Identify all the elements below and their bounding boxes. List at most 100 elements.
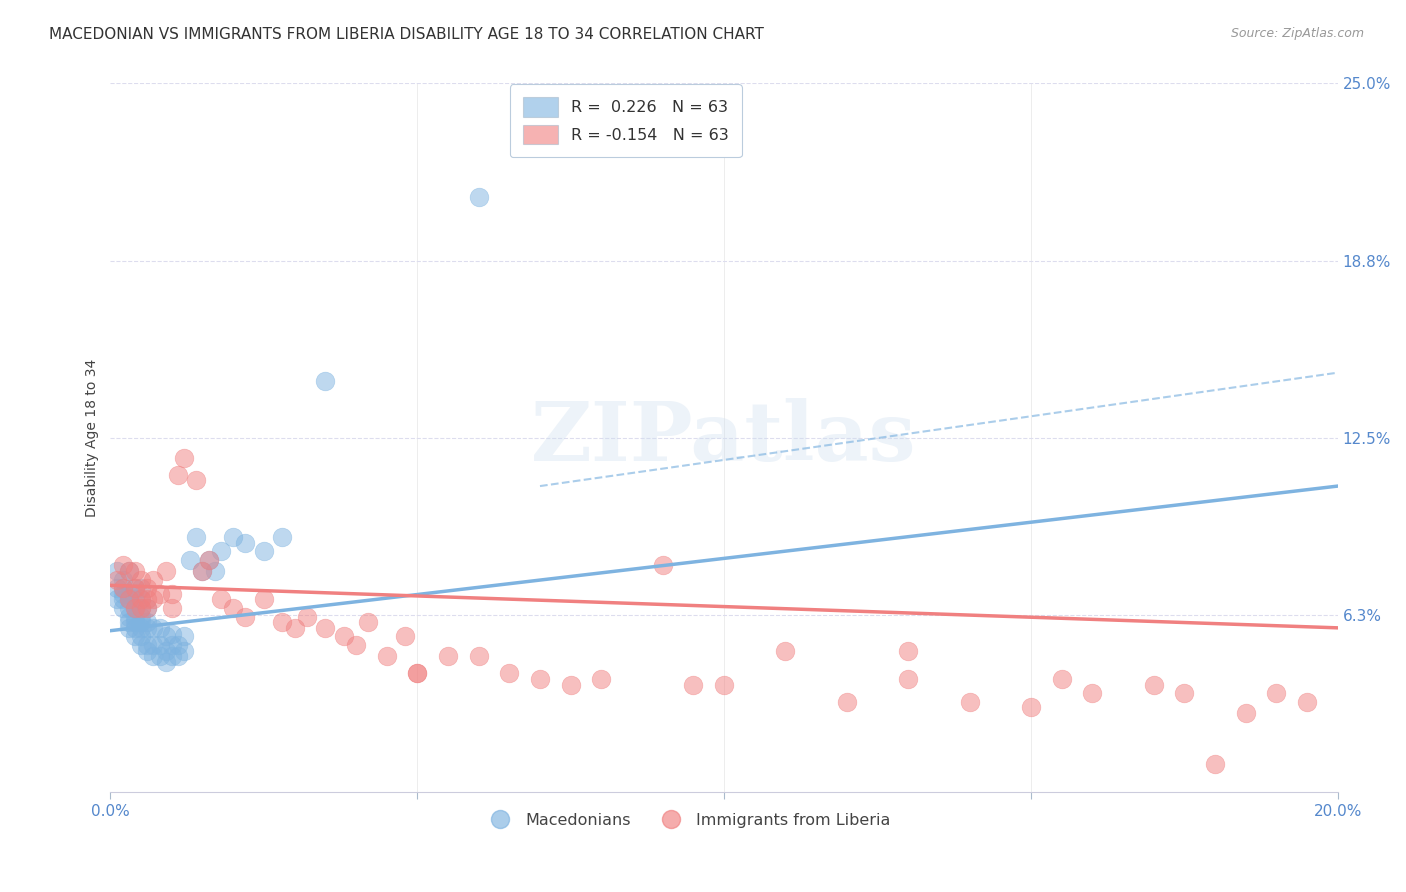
Point xyxy=(124,601,146,615)
Point xyxy=(191,564,214,578)
Point xyxy=(148,621,170,635)
Point xyxy=(1019,700,1042,714)
Point xyxy=(222,601,245,615)
Point xyxy=(775,643,797,657)
Point xyxy=(111,601,134,615)
Point xyxy=(111,573,134,587)
Point xyxy=(314,621,336,635)
Point xyxy=(1265,686,1288,700)
Point xyxy=(124,601,146,615)
Point xyxy=(283,621,305,635)
Point xyxy=(406,666,429,681)
Point xyxy=(160,649,183,664)
Point xyxy=(118,609,141,624)
Point xyxy=(129,573,152,587)
Point xyxy=(591,672,613,686)
Point xyxy=(160,601,183,615)
Point xyxy=(682,677,704,691)
Point xyxy=(118,615,141,630)
Point xyxy=(560,677,582,691)
Point xyxy=(124,564,146,578)
Point xyxy=(118,592,141,607)
Point xyxy=(253,544,276,558)
Point xyxy=(406,666,429,681)
Point xyxy=(142,573,165,587)
Point xyxy=(155,643,177,657)
Point xyxy=(498,666,520,681)
Point xyxy=(835,695,858,709)
Point xyxy=(124,581,146,595)
Point xyxy=(1050,672,1073,686)
Point xyxy=(959,695,981,709)
Point xyxy=(129,609,152,624)
Point xyxy=(1143,677,1166,691)
Point xyxy=(129,615,152,630)
Point xyxy=(124,609,146,624)
Point xyxy=(136,621,159,635)
Point xyxy=(111,581,134,595)
Point xyxy=(118,621,141,635)
Point xyxy=(295,609,318,624)
Point xyxy=(651,558,673,573)
Point xyxy=(529,672,551,686)
Point xyxy=(142,621,165,635)
Point xyxy=(160,587,183,601)
Point xyxy=(136,581,159,595)
Point xyxy=(124,581,146,595)
Point xyxy=(118,564,141,578)
Point xyxy=(129,601,152,615)
Point xyxy=(271,530,294,544)
Point xyxy=(197,553,219,567)
Point xyxy=(136,643,159,657)
Text: Source: ZipAtlas.com: Source: ZipAtlas.com xyxy=(1230,27,1364,40)
Point xyxy=(129,638,152,652)
Point xyxy=(467,190,489,204)
Text: ZIPatlas: ZIPatlas xyxy=(531,398,917,478)
Point xyxy=(148,649,170,664)
Point xyxy=(173,629,195,643)
Point xyxy=(253,592,276,607)
Point xyxy=(1081,686,1104,700)
Point xyxy=(118,601,141,615)
Point xyxy=(160,626,183,640)
Point xyxy=(344,638,367,652)
Point xyxy=(155,564,177,578)
Point xyxy=(118,592,141,607)
Point xyxy=(191,564,214,578)
Point xyxy=(105,573,128,587)
Point xyxy=(186,530,208,544)
Point xyxy=(1296,695,1319,709)
Point xyxy=(713,677,735,691)
Point xyxy=(155,655,177,669)
Point xyxy=(111,592,134,607)
Point xyxy=(136,592,159,607)
Point xyxy=(467,649,489,664)
Point xyxy=(111,558,134,573)
Point xyxy=(136,638,159,652)
Point xyxy=(124,621,146,635)
Point xyxy=(160,638,183,652)
Point xyxy=(136,601,159,615)
Text: MACEDONIAN VS IMMIGRANTS FROM LIBERIA DISABILITY AGE 18 TO 34 CORRELATION CHART: MACEDONIAN VS IMMIGRANTS FROM LIBERIA DI… xyxy=(49,27,763,42)
Point xyxy=(179,553,201,567)
Point xyxy=(375,649,398,664)
Point xyxy=(129,621,152,635)
Point xyxy=(437,649,460,664)
Point xyxy=(155,629,177,643)
Point xyxy=(111,581,134,595)
Point xyxy=(1234,706,1257,720)
Point xyxy=(118,564,141,578)
Point xyxy=(897,643,920,657)
Point xyxy=(394,629,416,643)
Point xyxy=(222,530,245,544)
Point xyxy=(186,474,208,488)
Point xyxy=(173,643,195,657)
Point xyxy=(105,564,128,578)
Point xyxy=(897,672,920,686)
Point xyxy=(124,592,146,607)
Point xyxy=(148,638,170,652)
Point xyxy=(1173,686,1195,700)
Point xyxy=(235,609,257,624)
Point xyxy=(148,587,170,601)
Y-axis label: Disability Age 18 to 34: Disability Age 18 to 34 xyxy=(86,359,100,517)
